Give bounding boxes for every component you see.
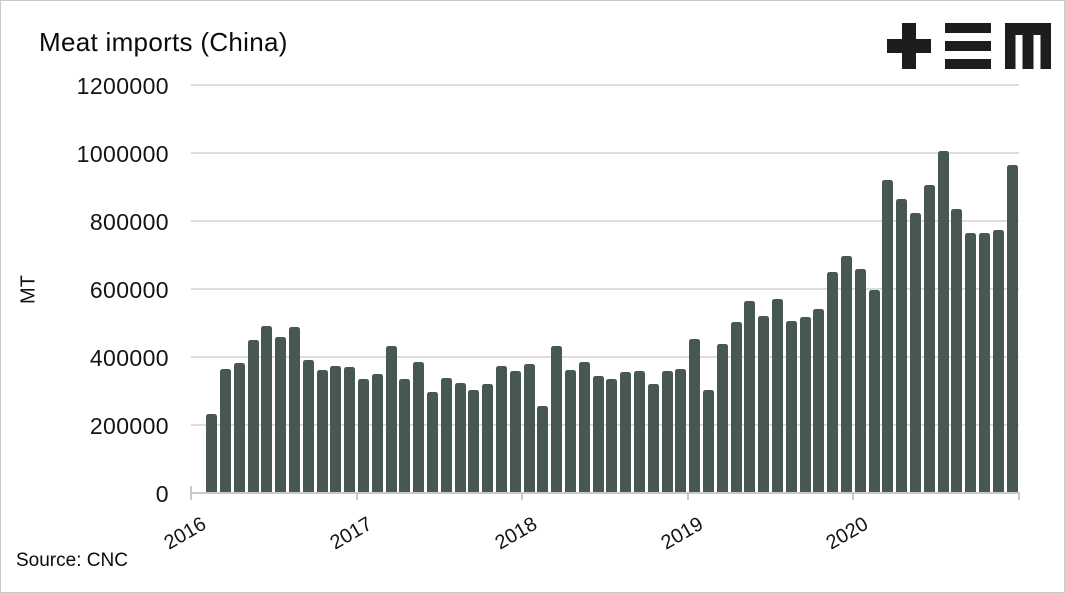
- bar-2020-01: [854, 268, 866, 493]
- m-glyph-icon: [1005, 23, 1051, 69]
- y-axis-label-200000: 200000: [89, 413, 169, 439]
- bar-2018-08: [620, 371, 632, 493]
- y-axis-label-600000: 600000: [89, 277, 169, 303]
- bar-2018-04: [565, 369, 576, 493]
- x-axis-domain: [190, 492, 1020, 494]
- bar-2019-09: [799, 316, 811, 493]
- x-axis-tick-2: [521, 494, 524, 500]
- bar-2017-07: [440, 378, 452, 493]
- bar-2016-10: [316, 369, 328, 493]
- bar-2018-12: [675, 368, 687, 493]
- gridline-y-600000: [191, 288, 1019, 290]
- bar-2016-02: [206, 414, 218, 493]
- bar-2019-05: [744, 301, 756, 493]
- bar-2017-11: [496, 365, 507, 493]
- bar-2020-04: [896, 199, 908, 493]
- bar-2016-05: [247, 340, 259, 493]
- bar-2018-05: [578, 362, 590, 493]
- bar-2016-07: [275, 336, 287, 493]
- bar-2016-12: [344, 367, 356, 493]
- bar-2017-05: [413, 362, 425, 493]
- y-axis-label-400000: 400000: [89, 345, 169, 371]
- x-axis-tick-3: [686, 494, 689, 500]
- bar-2017-02: [371, 373, 383, 493]
- x-axis-label-2016: 2016: [160, 513, 210, 555]
- x-axis-label-2018: 2018: [491, 513, 542, 555]
- bar-2016-04: [233, 363, 245, 493]
- bar-2020-09: [965, 232, 977, 493]
- bar-2018-09: [634, 371, 645, 493]
- bar-2018-06: [592, 376, 604, 493]
- x-axis-tick-0: [190, 494, 192, 500]
- bar-2016-09: [302, 359, 314, 493]
- x-axis-tick-1: [355, 494, 358, 500]
- bar-2016-08: [289, 327, 300, 493]
- bar-2016-06: [261, 326, 273, 493]
- bar-2020-02: [868, 289, 880, 493]
- bar-2017-01: [358, 378, 369, 493]
- x-axis-tick-4: [852, 494, 855, 500]
- tem-logo: [887, 23, 1051, 69]
- bar-2019-03: [716, 344, 728, 493]
- y-axis-label-800000: 800000: [89, 209, 169, 235]
- bar-2019-12: [841, 256, 852, 493]
- bar-2020-08: [951, 209, 963, 493]
- bar-2017-08: [454, 382, 466, 493]
- three-bars-icon: [945, 23, 991, 69]
- x-axis-label-2020: 2020: [822, 513, 873, 555]
- bar-2018-03: [551, 346, 563, 493]
- bar-2019-06: [758, 315, 770, 493]
- gridline-y-1200000: [191, 84, 1019, 86]
- bar-2017-04: [399, 378, 411, 493]
- bar-2016-03: [220, 368, 231, 493]
- bar-2018-01: [523, 364, 535, 493]
- bar-2020-07: [937, 150, 949, 493]
- gridline-y-800000: [191, 220, 1019, 222]
- bar-2019-11: [827, 272, 839, 493]
- plot-area: [191, 84, 1019, 493]
- bar-2018-11: [661, 370, 673, 493]
- bar-2016-11: [330, 366, 342, 493]
- bar-2018-07: [606, 378, 618, 493]
- bar-2019-10: [813, 309, 825, 493]
- bar-2020-03: [882, 179, 894, 493]
- bar-2020-06: [923, 184, 935, 493]
- page-title: Meat imports (China): [39, 27, 288, 57]
- bar-2020-10: [979, 233, 990, 493]
- y-axis-label-1200000: 1200000: [76, 73, 169, 99]
- source-label: Source: CNC: [16, 550, 128, 571]
- bar-2018-02: [537, 406, 549, 493]
- bar-2020-11: [992, 229, 1004, 493]
- x-axis-tick-5: [1018, 494, 1020, 500]
- y-axis-label-0: 0: [155, 481, 169, 507]
- bar-2020-05: [910, 212, 921, 493]
- bar-2020-12: [1006, 164, 1018, 493]
- bar-2017-09: [468, 390, 480, 493]
- x-axis-domain-cap: [190, 486, 192, 493]
- plus-icon: [887, 23, 931, 69]
- bar-2019-02: [703, 390, 714, 493]
- bar-2017-06: [427, 391, 438, 493]
- bar-2017-03: [385, 345, 397, 493]
- bar-2018-10: [647, 384, 659, 493]
- x-axis-label-2017: 2017: [326, 513, 376, 555]
- bar-2019-04: [730, 321, 742, 493]
- bar-2017-12: [509, 371, 521, 493]
- y-axis-label-1000000: 1000000: [76, 141, 169, 167]
- x-axis-label-2019: 2019: [657, 513, 707, 555]
- bar-2019-01: [689, 339, 701, 493]
- gridline-y-400000: [191, 356, 1019, 358]
- bar-2017-10: [482, 383, 494, 493]
- bar-2019-07: [772, 299, 783, 493]
- gridline-y-200000: [191, 424, 1019, 426]
- bar-2019-08: [785, 320, 797, 493]
- gridline-y-1000000: [191, 152, 1019, 154]
